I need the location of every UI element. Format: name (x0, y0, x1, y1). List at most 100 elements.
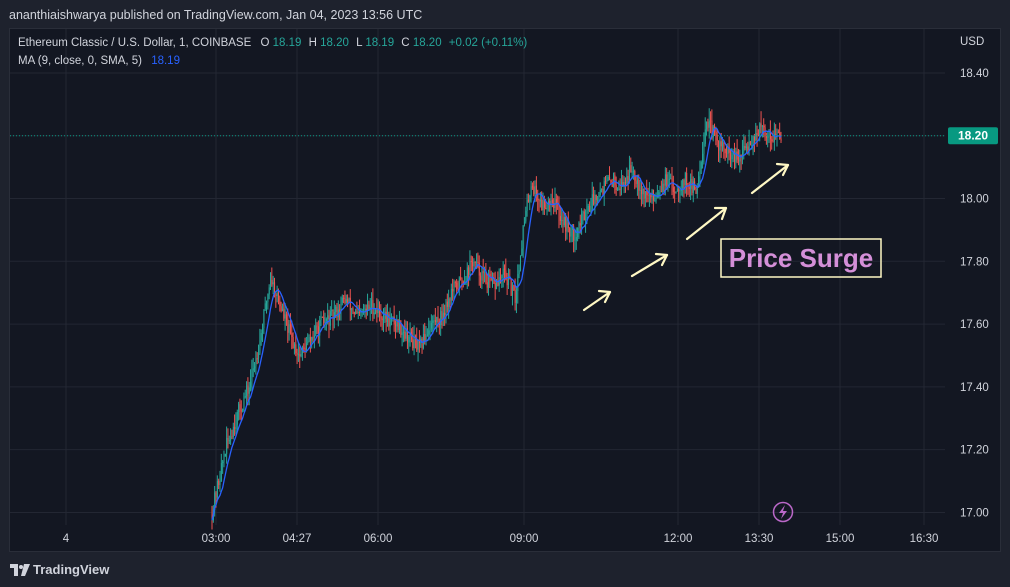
time-axis[interactable]: 4 03:00 04:27 06:00 09:00 12:00 13:30 15:00 16:3… (63, 533, 939, 545)
candle (214, 485, 216, 517)
candle (609, 166, 611, 181)
candle (776, 128, 778, 147)
time-tick-label: 4 (63, 533, 70, 545)
candle (603, 177, 605, 206)
candle (735, 147, 737, 169)
candle (413, 325, 415, 356)
candle (355, 308, 357, 315)
candle (247, 377, 249, 406)
candle (234, 414, 236, 436)
candle (563, 212, 565, 228)
candle (316, 322, 318, 335)
candle (449, 297, 451, 310)
candle (254, 362, 256, 373)
candle (461, 277, 463, 291)
candle (638, 174, 640, 199)
candle (297, 342, 300, 362)
arrow-icon-3 (685, 206, 728, 241)
candle (628, 155, 631, 184)
candle (223, 450, 225, 468)
candle (481, 266, 483, 289)
candle (373, 303, 375, 319)
chart-frame[interactable]: 18.40 18.20 18.00 17.80 17.60 17.40 17.20 17.00… (9, 28, 1001, 552)
price-surge-annotation[interactable]: Price Surge (720, 238, 882, 278)
candle (616, 187, 619, 191)
candle (559, 205, 561, 225)
candle (691, 169, 693, 196)
candle (426, 328, 428, 337)
candle (351, 307, 353, 321)
candle (388, 311, 390, 331)
candle (763, 118, 765, 138)
candle (634, 169, 636, 190)
candle (700, 160, 702, 175)
candle (295, 334, 297, 357)
candle (565, 212, 567, 241)
candle (228, 435, 230, 445)
candle (313, 325, 315, 349)
candle (266, 300, 268, 314)
candle (672, 175, 674, 199)
candle (517, 264, 519, 304)
candle (769, 120, 771, 152)
candle (304, 337, 306, 359)
candle (723, 139, 725, 159)
symbol-legend[interactable]: Ethereum Classic / U.S. Dollar, 1, COINB… (18, 37, 527, 67)
candle (696, 183, 698, 199)
candle (359, 299, 361, 316)
candle (635, 175, 637, 188)
candle (599, 182, 601, 198)
candle (446, 293, 448, 313)
candle (402, 326, 405, 343)
candle (736, 139, 738, 164)
candle (737, 148, 740, 166)
candle (438, 318, 440, 335)
candle (285, 311, 288, 326)
candle (442, 303, 444, 327)
candle (480, 272, 482, 288)
arrow-icon-4 (750, 162, 790, 195)
candle (702, 141, 704, 169)
arrow-icon-2 (630, 252, 669, 278)
candle (345, 294, 347, 305)
price-chart[interactable]: 18.40 18.20 18.00 17.80 17.60 17.40 17.20 17.00… (10, 29, 1000, 551)
footer-brand[interactable]: TradingView (33, 562, 110, 577)
candle (382, 308, 385, 332)
last-price-tag: 18.20 (948, 127, 998, 145)
candle (222, 459, 224, 474)
candle (745, 143, 748, 154)
candle (379, 301, 381, 322)
candle (684, 171, 686, 194)
candle (670, 173, 672, 180)
candle (680, 180, 682, 196)
candle (577, 227, 579, 242)
candle (381, 316, 383, 331)
chart-grid (10, 29, 945, 525)
candle (478, 255, 480, 286)
candle (401, 324, 403, 347)
candle (636, 174, 639, 196)
candle (518, 264, 520, 279)
candle (570, 225, 572, 243)
candle (292, 332, 294, 349)
lightning-icon[interactable] (772, 501, 794, 523)
candle (562, 211, 564, 233)
candle (485, 263, 487, 285)
candle (473, 258, 475, 272)
candle (777, 129, 779, 134)
candle (236, 409, 238, 432)
tradingview-logo-icon[interactable] (10, 564, 30, 578)
candle (619, 178, 621, 197)
candle (666, 167, 668, 190)
candle (651, 188, 653, 204)
candle (667, 172, 669, 192)
candle (311, 336, 313, 349)
candle (288, 320, 290, 341)
candle (425, 325, 427, 346)
candle (242, 408, 244, 413)
candle (389, 307, 391, 335)
candle (627, 169, 629, 191)
candle (417, 339, 419, 362)
candle (281, 303, 284, 312)
candle (482, 258, 484, 284)
